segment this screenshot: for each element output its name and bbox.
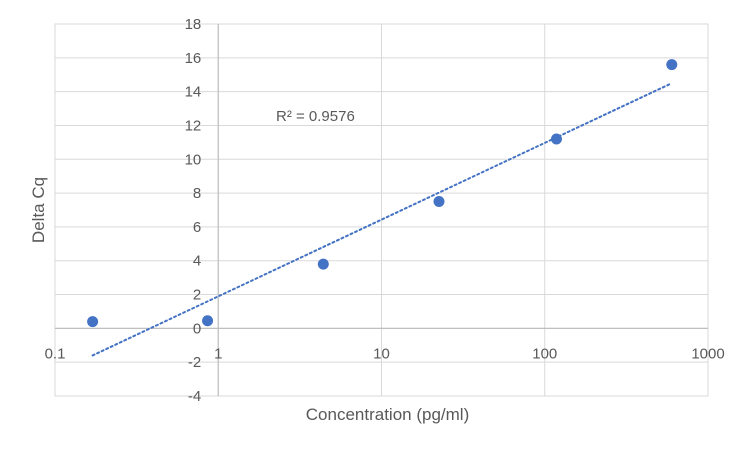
y-tick-label: 12 xyxy=(185,117,202,134)
y-tick-label: 6 xyxy=(193,219,201,236)
trendline-layer xyxy=(91,82,673,357)
data-point xyxy=(202,315,214,327)
y-tick-label: 18 xyxy=(185,16,202,33)
y-axis-tick-labels: -4 -2 0 2 4 6 8 10 12 14 16 18 xyxy=(185,16,202,405)
gridlines xyxy=(54,23,709,397)
y-tick-label: -2 xyxy=(188,354,201,371)
data-point xyxy=(433,196,445,208)
y-tick-label: 14 xyxy=(185,84,202,101)
x-axis-tick-labels: 0.1 1 10 100 1000 xyxy=(45,345,725,362)
r-squared-annotation: R² = 0.9576 xyxy=(276,108,355,125)
x-tick-label: 0.1 xyxy=(45,345,66,362)
axes xyxy=(55,24,708,396)
data-point xyxy=(87,316,99,328)
data-point xyxy=(666,59,678,71)
y-tick-label: 8 xyxy=(193,185,201,202)
data-points xyxy=(87,59,678,328)
y-tick-label: 2 xyxy=(193,287,201,304)
x-tick-label: 100 xyxy=(532,345,557,362)
data-point xyxy=(317,258,329,270)
y-tick-label: 4 xyxy=(193,253,201,270)
y-tick-label: -4 xyxy=(188,388,201,405)
y-tick-label: 0 xyxy=(193,320,201,337)
x-tick-label: 1 xyxy=(214,345,222,362)
trendline xyxy=(91,82,673,357)
x-axis-title: Concentration (pg/ml) xyxy=(306,405,469,424)
x-tick-label: 10 xyxy=(373,345,390,362)
y-tick-label: 16 xyxy=(185,50,202,67)
x-tick-label: 1000 xyxy=(691,345,724,362)
data-point xyxy=(550,133,562,145)
y-axis-title: Delta Cq xyxy=(29,177,48,243)
y-tick-label: 10 xyxy=(185,151,202,168)
